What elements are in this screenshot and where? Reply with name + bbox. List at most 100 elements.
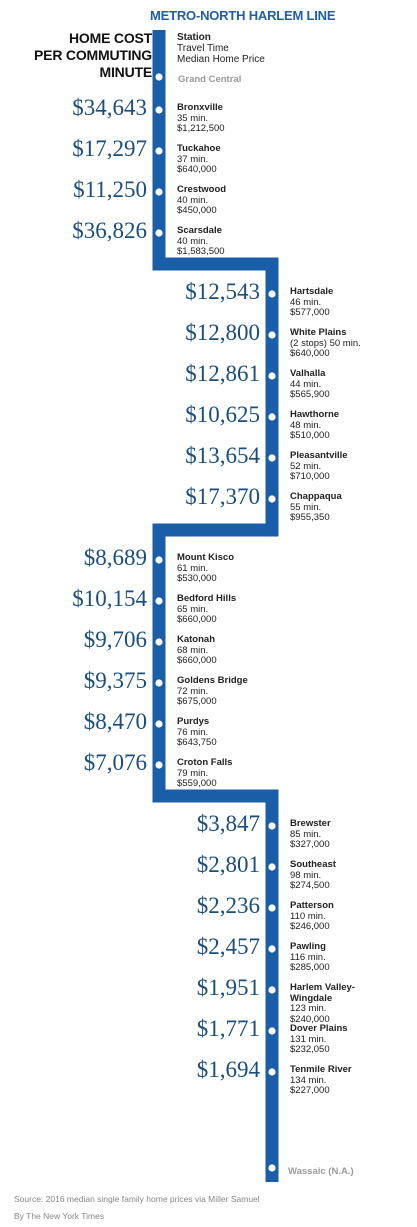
station-name: Brewster (290, 818, 331, 829)
travel-time: 48 min. (290, 419, 322, 431)
source-note: Source: 2016 median single family home p… (14, 1194, 260, 1204)
station-label: Hawthorne 48 min. $510,000 (290, 409, 339, 442)
cost-per-minute-label: $12,543 (185, 279, 260, 304)
station-label: Valhalla 44 min. $565,900 (290, 368, 330, 401)
cost-per-minute-label: $2,236 (196, 893, 260, 918)
station-dot (155, 106, 163, 114)
legend-median-price: Median Home Price (177, 54, 265, 65)
station-name: Tuckahoe (177, 143, 221, 154)
station-dot (268, 904, 276, 912)
station-label: Pleasantville 52 min. $710,000 (290, 450, 348, 483)
credit-note: By The New York Times (14, 1211, 105, 1221)
station-dot (268, 495, 276, 503)
station-name: Bedford Hills (177, 593, 237, 604)
median-home-price: $1,583,500 (177, 246, 225, 257)
station-name: Harlem Valley- (290, 982, 355, 993)
station-name: Crestwood (177, 184, 227, 195)
median-home-price: $660,000 (177, 655, 217, 666)
median-home-price: $643,750 (177, 737, 217, 748)
travel-time: 37 min. (177, 153, 209, 165)
station-name: Mount Kisco (177, 552, 234, 563)
median-home-price: $710,000 (290, 471, 330, 482)
travel-time: 61 min. (177, 562, 209, 574)
cost-per-minute-label: $8,689 (83, 545, 147, 570)
travel-time: 46 min. (290, 296, 322, 308)
station-dot (155, 147, 163, 155)
travel-time: 35 min. (177, 112, 209, 124)
station-label: Crestwood 40 min. $450,000 (177, 184, 227, 217)
cost-per-minute-label: $7,076 (83, 750, 147, 775)
travel-time: 40 min. (177, 235, 209, 247)
travel-time: 52 min. (290, 460, 322, 472)
legend-travel-time: Travel Time (177, 43, 229, 54)
station-dot (268, 290, 276, 298)
median-home-price: $530,000 (177, 573, 217, 584)
travel-time: 76 min. (177, 726, 209, 738)
median-home-price: $675,000 (177, 696, 217, 707)
travel-time: 131 min. (290, 1033, 327, 1045)
station-label: White Plains (2 stops) 50 min. $640,000 (290, 327, 361, 360)
station-dot (268, 945, 276, 953)
station-name: Pawling (290, 941, 326, 952)
station-dot (268, 986, 276, 994)
station-dot (268, 372, 276, 380)
median-home-price: $232,050 (290, 1044, 330, 1055)
travel-time: 55 min. (290, 501, 322, 513)
cost-per-minute-label: $3,847 (196, 811, 260, 836)
travel-time: 116 min. (290, 951, 326, 963)
cost-per-minute-label: $13,654 (185, 443, 260, 468)
cost-per-minute-label: $1,694 (196, 1057, 260, 1082)
cost-per-minute-label: $17,297 (72, 136, 147, 161)
station-dot (268, 413, 276, 421)
station-name: Scarsdale (177, 225, 222, 236)
travel-time: (2 stops) 50 min. (290, 337, 361, 349)
station-name: Southeast (290, 859, 336, 870)
cost-per-minute-label: $11,250 (73, 177, 147, 202)
end-station-dot (268, 1164, 276, 1172)
cost-per-minute-label: $2,801 (196, 852, 260, 877)
station-dot (268, 331, 276, 339)
travel-time: 110 min. (290, 910, 326, 922)
station-dot (155, 597, 163, 605)
station-label: Dover Plains 131 min. $232,050 (290, 1023, 348, 1056)
station-dot (268, 1068, 276, 1076)
station-name: Tenmile River (290, 1064, 352, 1075)
travel-time: 68 min. (177, 644, 209, 656)
station-name: Chappaqua (290, 491, 342, 502)
station-label: Patterson 110 min. $246,000 (290, 900, 334, 933)
median-home-price: $640,000 (177, 164, 217, 175)
median-home-price: $565,900 (290, 389, 330, 400)
median-home-price: $327,000 (290, 839, 330, 850)
travel-time: 98 min. (290, 869, 322, 881)
station-dot (155, 638, 163, 646)
station-label: Hartsdale 46 min. $577,000 (290, 286, 334, 319)
station-label: Mount Kisco 61 min. $530,000 (177, 552, 234, 585)
station-dot (155, 188, 163, 196)
median-home-price: $640,000 (290, 348, 330, 359)
start-station-label: Grand Central (178, 74, 242, 85)
station-dot (155, 761, 163, 769)
median-home-price: $660,000 (177, 614, 217, 625)
chart-title-line-2: PER COMMUTING (34, 47, 152, 63)
cost-per-minute-label: $1,951 (196, 975, 260, 1000)
station-dot (155, 679, 163, 687)
station-label: Brewster 85 min. $327,000 (290, 818, 331, 851)
station-label: Tenmile River 134 min. $227,000 (290, 1064, 352, 1097)
station-label: Harlem Valley- Wingdale 123 min. $240,000 (290, 982, 355, 1025)
median-home-price: $1,212,500 (177, 123, 225, 134)
cost-per-minute-label: $34,643 (72, 95, 147, 120)
station-name: Patterson (290, 900, 334, 911)
median-home-price: $246,000 (290, 921, 330, 932)
median-home-price: $510,000 (290, 430, 330, 441)
median-home-price: $559,000 (177, 778, 217, 789)
station-name: Hartsdale (290, 286, 334, 297)
station-dot (268, 822, 276, 830)
end-station-label: Wassaic (N.A.) (288, 1166, 354, 1177)
travel-time: 40 min. (177, 194, 209, 206)
station-dot (268, 863, 276, 871)
cost-per-minute-label: $12,861 (185, 361, 260, 386)
station-dot (268, 454, 276, 462)
station-name: Dover Plains (290, 1023, 348, 1034)
